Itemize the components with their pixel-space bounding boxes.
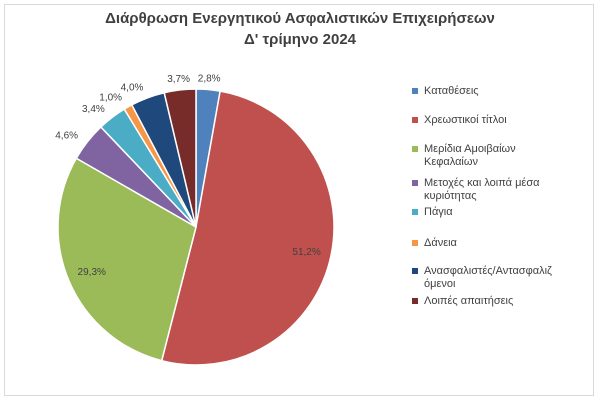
- pie-slice-other-receivables: [163, 88, 197, 228]
- legend-label: Καταθέσεις: [424, 85, 479, 97]
- legend-label: Λοιπές απαιτήσεις: [424, 295, 514, 307]
- legend-swatch: [412, 240, 418, 246]
- chart-subtitle: Δ' τρίμηνο 2024: [243, 31, 357, 48]
- legend-label: Ανασφαλιστές/Αντασφαλιζ όμενοι: [424, 265, 552, 290]
- legend-swatch: [412, 180, 418, 186]
- pie-slice-debt-securities: [160, 90, 335, 366]
- legend-label: Πάγια: [424, 206, 453, 218]
- data-label-debt-securities: 51,2%: [292, 247, 320, 258]
- legend-swatch: [412, 88, 418, 94]
- chart-title: Διάρθρωση Ενεργητικού Ασφαλιστικών Επιχε…: [105, 10, 495, 27]
- data-label-other-receivables: 3,7%: [167, 74, 190, 85]
- legend-swatch: [412, 268, 418, 274]
- data-label-fixed-assets: 3,4%: [82, 104, 105, 115]
- legend-label: Χρεωστικοί τίτλοι: [424, 114, 507, 126]
- data-label-equity: 4,6%: [55, 130, 78, 141]
- data-label-loans: 1,0%: [99, 92, 122, 103]
- legend-label: Δάνεια: [424, 237, 457, 249]
- legend-swatch: [412, 146, 418, 152]
- pie-slice-mutual-fund-units: [57, 157, 197, 362]
- legend-swatch: [412, 209, 418, 215]
- data-label-mutual-fund-units: 29,3%: [78, 267, 106, 278]
- legend-swatch: [412, 117, 418, 123]
- data-label-reinsurers: 4,0%: [121, 83, 144, 94]
- legend-label: Μετοχές και λοιπά μέσα κυριότητας: [424, 177, 540, 202]
- legend-label: Μερίδια Αμοιβαίων Κεφαλαίων: [424, 143, 516, 168]
- data-label-deposits: 2,8%: [198, 74, 221, 85]
- legend-swatch: [412, 298, 418, 304]
